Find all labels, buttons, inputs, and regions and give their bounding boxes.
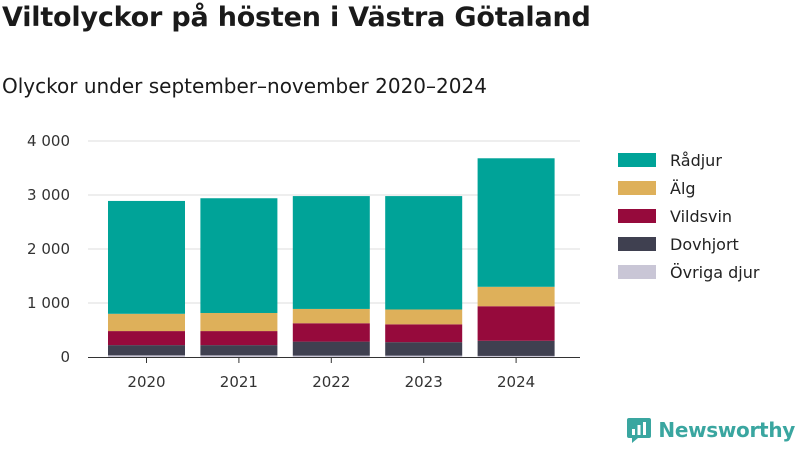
bar-segment-2022-dovhjort	[292, 341, 370, 356]
y-axis-ticks: 0 1 000 2 000 3 000 4 000	[27, 132, 70, 366]
bar-segment-2024-dovhjort	[477, 340, 555, 356]
bar-segment-2020-rådjur	[108, 200, 185, 314]
legend-label: Dovhjort	[670, 234, 739, 254]
bar-segment-2022-älg	[292, 308, 370, 324]
legend-swatch	[618, 181, 656, 195]
x-tick-label: 2023	[405, 373, 443, 391]
legend-label: Vildsvin	[670, 206, 733, 226]
bar-segment-2021-vildsvin	[200, 331, 278, 346]
bar-segment-2022-övriga-djur	[292, 355, 370, 357]
bar-segment-2020-dovhjort	[108, 345, 185, 356]
bar-segment-2023-dovhjort	[385, 342, 463, 356]
legend-item: Rådjur	[618, 146, 759, 174]
bars	[108, 158, 555, 357]
legend-label: Övriga djur	[670, 262, 760, 282]
x-tick-label: 2022	[312, 373, 350, 391]
y-tick-label: 0	[60, 348, 70, 366]
y-tick-label: 2 000	[27, 240, 70, 258]
chart-subtitle: Olyckor under september–november 2020–20…	[2, 74, 487, 98]
bar-segment-2021-älg	[200, 312, 278, 332]
bar-segment-2020-vildsvin	[108, 331, 185, 346]
legend-swatch	[618, 153, 656, 167]
bar-segment-2023-vildsvin	[385, 324, 463, 343]
bar-segment-2022-vildsvin	[292, 323, 370, 342]
legend-swatch	[618, 209, 656, 223]
y-tick-label: 4 000	[27, 132, 70, 150]
chart-title: Viltolyckor på hösten i Västra Götaland	[2, 2, 591, 33]
legend-label: Älg	[670, 178, 696, 198]
legend-swatch	[618, 237, 656, 251]
bar-segment-2023-rådjur	[385, 196, 463, 310]
bar-segment-2023-älg	[385, 309, 463, 325]
legend-label: Rådjur	[670, 150, 722, 170]
x-tick-label: 2020	[127, 373, 165, 391]
bar-segment-2020-övriga-djur	[108, 355, 185, 357]
bar-segment-2020-älg	[108, 313, 185, 332]
x-tick-label: 2024	[497, 373, 535, 391]
brand-name: Newsworthy	[658, 418, 795, 442]
bar-segment-2022-rådjur	[292, 196, 370, 309]
bar-segment-2024-rådjur	[477, 158, 555, 287]
bar-segment-2024-vildsvin	[477, 306, 555, 341]
brand-logo: Newsworthy	[626, 416, 795, 444]
legend-item: Dovhjort	[618, 230, 759, 258]
x-tick-label: 2021	[220, 373, 258, 391]
legend-item: Övriga djur	[618, 258, 759, 286]
bar-segment-2023-övriga-djur	[385, 355, 463, 357]
legend-item: Älg	[618, 174, 759, 202]
x-axis-ticks: 2020 2021 2022 2023 2024	[127, 358, 535, 391]
legend-swatch	[618, 265, 656, 279]
bar-segment-2021-dovhjort	[200, 345, 278, 356]
y-tick-label: 3 000	[27, 186, 70, 204]
bar-segment-2024-älg	[477, 286, 555, 307]
y-tick-label: 1 000	[27, 294, 70, 312]
bar-segment-2021-övriga-djur	[200, 355, 278, 357]
newsworthy-logo-icon	[627, 418, 652, 443]
legend: Rådjur Älg Vildsvin Dovhjort Övriga djur	[618, 146, 759, 286]
legend-item: Vildsvin	[618, 202, 759, 230]
bar-segment-2021-rådjur	[200, 198, 278, 313]
bar-segment-2024-övriga-djur	[477, 355, 555, 357]
